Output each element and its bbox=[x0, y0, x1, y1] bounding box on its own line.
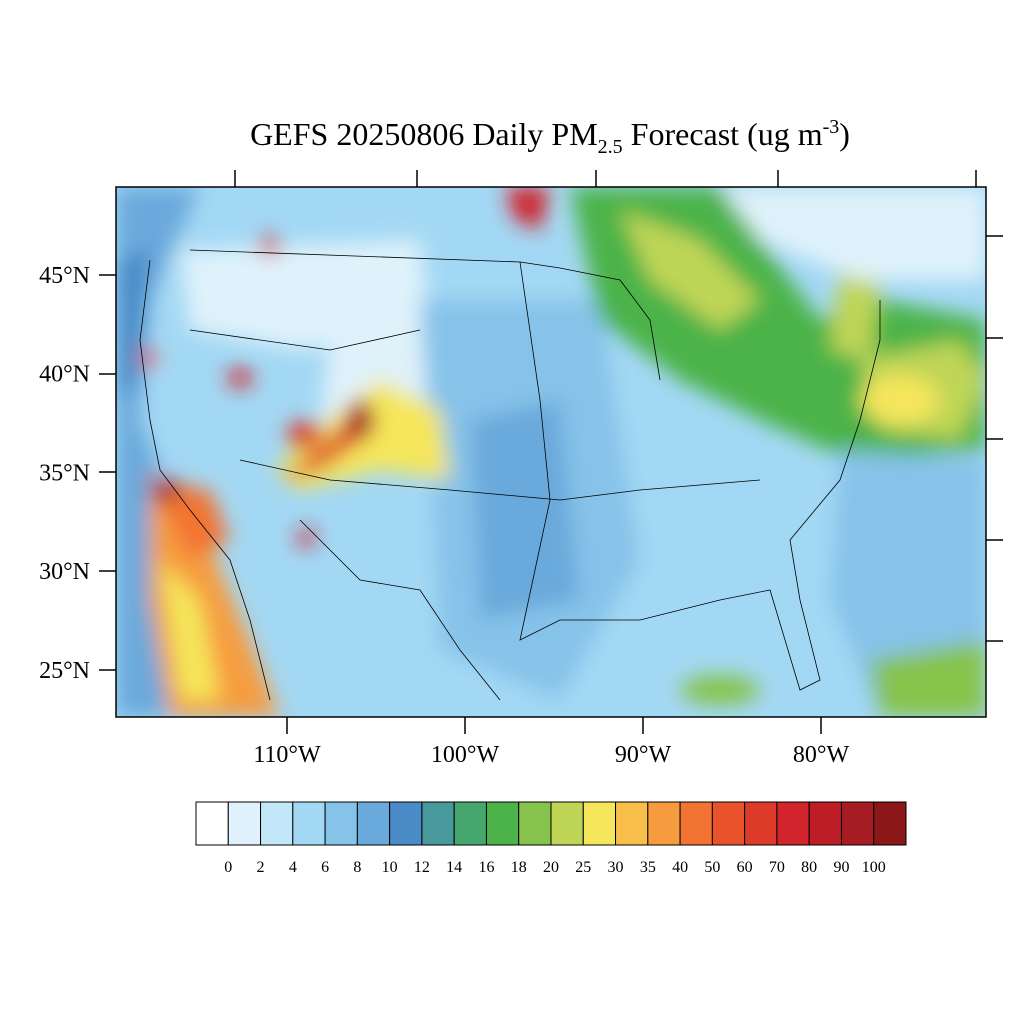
colorbar-box bbox=[227, 801, 262, 846]
colorbar-label: 10 bbox=[382, 859, 398, 876]
colorbar-label: 16 bbox=[478, 859, 494, 876]
frame-ticks bbox=[99, 170, 1003, 734]
lon-label: 110°W bbox=[253, 742, 321, 768]
lon-label: 100°W bbox=[431, 742, 500, 768]
colorbar-label: 35 bbox=[640, 859, 656, 876]
colorbar-box bbox=[679, 801, 713, 846]
title-end: ) bbox=[839, 116, 850, 152]
title-main: GEFS 20250806 Daily PM bbox=[250, 116, 598, 152]
colorbar-label: 30 bbox=[608, 859, 624, 876]
colorbar-box bbox=[453, 801, 487, 846]
lat-label: 25°N bbox=[39, 658, 90, 684]
colorbar-box bbox=[356, 801, 391, 846]
colorbar-label: 90 bbox=[833, 859, 849, 876]
colorbar-label: 20 bbox=[543, 859, 559, 876]
colorbar-box bbox=[744, 801, 778, 846]
title-superscript: -3 bbox=[823, 116, 840, 138]
map-frame bbox=[115, 186, 987, 718]
colorbar: 0 2 4 6 8 10 12 14 16 18 20 25 30 35 40 50 60 70 80 90 100 bbox=[195, 801, 907, 876]
colorbar-box bbox=[324, 801, 358, 846]
colorbar-label: 14 bbox=[446, 859, 462, 876]
colorbar-label: 6 bbox=[321, 859, 329, 876]
colorbar-box bbox=[195, 801, 229, 846]
lat-label: 30°N bbox=[39, 559, 90, 585]
colorbar-label: 4 bbox=[289, 859, 297, 876]
colorbar-label: 12 bbox=[414, 859, 430, 876]
colorbar-box bbox=[840, 801, 875, 846]
colorbar-label: 25 bbox=[575, 859, 591, 876]
colorbar-label: 60 bbox=[737, 859, 753, 876]
colorbar-box bbox=[615, 801, 649, 846]
colorbar-box bbox=[260, 801, 294, 846]
colorbar-label: 2 bbox=[257, 859, 265, 876]
colorbar-box bbox=[808, 801, 842, 846]
title: GEFS 20250806 Daily PM2.5 Forecast (ug m… bbox=[250, 116, 850, 158]
colorbar-box bbox=[485, 801, 520, 846]
colorbar-box bbox=[776, 801, 810, 846]
title-middle: Forecast (ug m bbox=[623, 116, 823, 152]
lon-label: 80°W bbox=[793, 742, 850, 768]
colorbar-box bbox=[292, 801, 326, 846]
lat-label: 45°N bbox=[39, 263, 90, 289]
colorbar-box bbox=[647, 801, 681, 846]
lat-label: 40°N bbox=[39, 362, 90, 388]
lon-label: 90°W bbox=[615, 742, 672, 768]
colorbar-box bbox=[582, 801, 617, 846]
colorbar-label: 80 bbox=[801, 859, 817, 876]
colorbar-box bbox=[711, 801, 746, 846]
colorbar-label: 50 bbox=[704, 859, 720, 876]
title-subscript: 2.5 bbox=[598, 136, 623, 158]
colorbar-label: 70 bbox=[769, 859, 785, 876]
lat-label: 35°N bbox=[39, 460, 90, 486]
map-field bbox=[116, 187, 986, 717]
colorbar-label: 18 bbox=[511, 859, 527, 876]
axis-labels: 45°N 40°N 35°N 30°N 25°N 110°W 100°W 90°W 80°W bbox=[39, 263, 849, 768]
colorbar-box bbox=[550, 801, 584, 846]
colorbar-label: 40 bbox=[672, 859, 688, 876]
colorbar-box bbox=[389, 801, 423, 846]
colorbar-label: 0 bbox=[224, 859, 232, 876]
colorbar-label: 8 bbox=[353, 859, 361, 876]
colorbar-label: 100 bbox=[862, 859, 886, 876]
colorbar-box bbox=[873, 801, 907, 846]
colorbar-box bbox=[421, 801, 455, 846]
colorbar-box bbox=[518, 801, 552, 846]
